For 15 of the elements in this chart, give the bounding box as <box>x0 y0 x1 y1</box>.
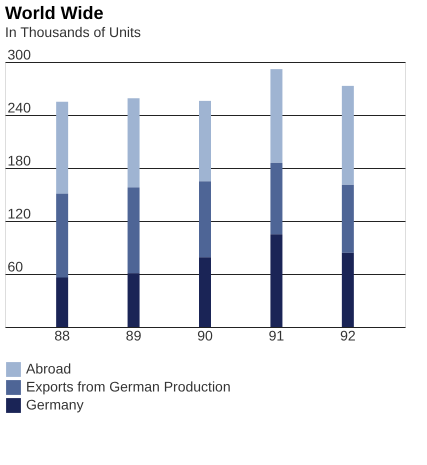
y-tick-label: 60 <box>8 258 24 274</box>
chart-subtitle: In Thousands of Units <box>5 24 141 40</box>
x-tick-label: 90 <box>197 328 213 344</box>
x-tick-label: 88 <box>54 328 70 344</box>
chart-title: World Wide <box>5 3 104 23</box>
x-tick-label: 89 <box>126 328 142 344</box>
legend-label: Exports from German Production <box>26 378 231 394</box>
y-tick-label: 120 <box>8 206 32 222</box>
y-tick-label: 240 <box>8 100 32 116</box>
y-tick-label: 180 <box>8 152 32 168</box>
legend-label: Abroad <box>26 360 72 376</box>
x-tick-label: 92 <box>340 328 356 344</box>
legend-label: Germany <box>26 396 84 412</box>
y-tick-label: 300 <box>8 46 32 62</box>
x-tick-label: 91 <box>268 328 284 344</box>
